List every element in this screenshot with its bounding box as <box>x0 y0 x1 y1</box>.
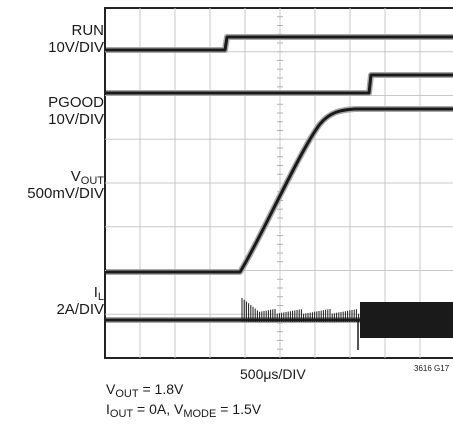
vout-trace <box>106 107 453 274</box>
traces <box>106 34 453 350</box>
x-axis-label: 500μs/DIV <box>240 366 306 382</box>
vout-label: VOUT 500mV/DIV <box>27 168 104 202</box>
pgood-trace <box>106 73 453 95</box>
il-name: I <box>93 284 98 301</box>
pgood-scale: 10V/DIV <box>48 111 104 128</box>
note-line-1: VOUT = 1.8V <box>106 381 184 400</box>
il-switching-burst <box>360 302 453 338</box>
pgood-label: PGOOD 10V/DIV <box>48 94 104 128</box>
run-trace <box>106 35 453 52</box>
il-switching-noise <box>241 298 360 322</box>
run-name: RUN <box>71 22 105 39</box>
vout-scale: 500mV/DIV <box>27 185 104 202</box>
run-scale: 10V/DIV <box>48 39 104 56</box>
figure-id: 3616 G17 <box>414 364 450 373</box>
il-name-sub: L <box>97 291 104 303</box>
vout-name: V <box>70 168 81 185</box>
vout-name-sub: OUT <box>80 175 104 187</box>
note-line-2: IOUT = 0A, VMODE = 1.5V <box>106 401 262 420</box>
il-label: IL 2A/DIV <box>56 284 104 318</box>
run-label: RUN 10V/DIV <box>48 22 104 56</box>
pgood-name: PGOOD <box>48 94 104 111</box>
il-scale: 2A/DIV <box>56 301 104 318</box>
